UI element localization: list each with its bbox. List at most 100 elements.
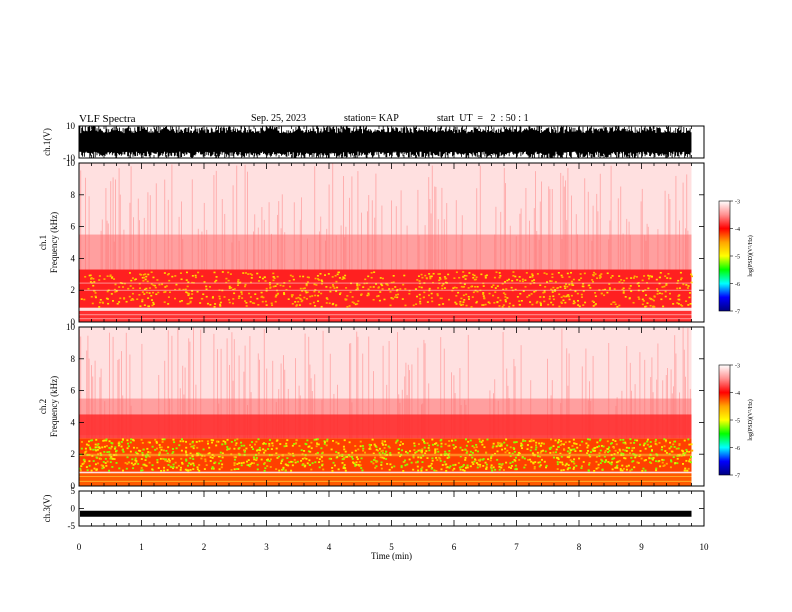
spectrogram-cell xyxy=(599,276,602,278)
spectrogram-streak xyxy=(86,350,88,439)
spectrogram-cell xyxy=(664,290,667,293)
spectrogram-cell xyxy=(296,460,299,463)
spectrogram-cell xyxy=(156,279,159,281)
spectrogram-cell xyxy=(438,273,441,275)
spectrogram-cell xyxy=(578,279,581,281)
spectrogram-cell xyxy=(339,292,342,294)
spectrogram-cell xyxy=(332,285,335,288)
spectrogram-cell xyxy=(665,462,668,465)
spectrogram-cell xyxy=(130,462,133,465)
spectrogram-cell xyxy=(220,466,223,469)
spectrogram-cell xyxy=(174,275,177,277)
spectrogram-cell xyxy=(597,445,600,448)
spectrogram-cell xyxy=(423,442,426,445)
spectrogram-cell xyxy=(529,276,532,278)
spectrogram-cell xyxy=(313,438,316,441)
spectrogram-cell xyxy=(463,285,466,288)
spectrogram-cell xyxy=(524,464,527,466)
spectrogram-cell xyxy=(113,288,116,291)
spectrogram-cell xyxy=(95,449,98,452)
spectrogram-cell xyxy=(341,458,344,461)
spectrogram-cell xyxy=(554,451,557,454)
spectrogram-cell xyxy=(482,304,485,306)
spectrogram-cell xyxy=(136,298,139,301)
spectrogram-cell xyxy=(621,288,624,291)
spectrogram-cell xyxy=(325,286,328,288)
spectrogram-cell xyxy=(186,285,189,288)
spectrogram-cell xyxy=(433,469,436,472)
spectrogram-cell xyxy=(670,445,673,448)
spectrogram-cell xyxy=(381,284,384,287)
colorbar-tick-label: -3 xyxy=(735,200,740,206)
spectrogram-streak xyxy=(112,336,114,439)
spectrogram-cell xyxy=(109,275,112,278)
spectrogram-cell xyxy=(285,445,288,447)
spectrogram-cell xyxy=(472,273,475,276)
y-tick-label: 0 xyxy=(71,504,76,514)
spectrogram-cell xyxy=(387,445,390,448)
spectrogram-cell xyxy=(400,453,403,456)
spectrogram-cell xyxy=(589,287,592,289)
colorbar-label: log(PSD)(V²/Hz) xyxy=(747,235,754,276)
spectrogram-cell xyxy=(347,453,350,456)
spectrogram-cell xyxy=(642,444,645,447)
spectrogram-cell xyxy=(304,290,307,293)
spectrogram-cell xyxy=(405,450,408,453)
spectrogram-cell xyxy=(103,278,106,280)
spectrogram-cell xyxy=(467,295,470,298)
spectrogram-streak xyxy=(423,339,425,439)
spectrogram-cell xyxy=(651,298,654,301)
spectrogram-cell xyxy=(610,276,613,279)
spectrogram-cell xyxy=(255,453,258,456)
spectrogram-cell xyxy=(159,457,162,460)
spectrogram-cell xyxy=(105,464,108,467)
spectrogram-cell xyxy=(420,469,423,472)
spectrogram-cell xyxy=(277,455,280,458)
spectrogram-cell xyxy=(113,454,116,456)
spectrogram-cell xyxy=(99,457,102,460)
spectrogram-cell xyxy=(185,459,188,462)
spectrogram-cell xyxy=(661,286,664,288)
spectrogram-cell xyxy=(149,441,152,444)
spectrogram-cell xyxy=(167,296,170,298)
spectrogram-streak xyxy=(130,166,132,275)
spectrogram-cell xyxy=(370,276,373,279)
spectrogram-cell xyxy=(557,457,560,460)
spectrogram-cell xyxy=(433,452,436,455)
spectrogram-cell xyxy=(306,291,309,294)
spectrogram-cell xyxy=(494,287,497,289)
spectrogram-cell xyxy=(634,439,637,442)
spectrogram-cell xyxy=(121,438,124,441)
spectrogram-cell xyxy=(155,293,158,296)
spectrogram-streak xyxy=(263,328,265,439)
spectrogram-cell xyxy=(521,444,524,447)
spectrogram-cell xyxy=(651,458,654,461)
spectrogram-cell xyxy=(374,460,377,462)
spectrogram-cell xyxy=(603,294,606,297)
spectrogram-cell xyxy=(560,440,563,443)
spectrogram-cell xyxy=(194,274,197,277)
spectrogram-cell xyxy=(217,440,220,443)
spectrogram-cell xyxy=(482,465,485,467)
spectrogram-streak xyxy=(362,353,364,439)
spectrogram-cell xyxy=(171,457,174,460)
spectrogram-streak xyxy=(639,352,641,439)
spectrogram-cell xyxy=(138,282,141,285)
spectrogram-cell xyxy=(291,275,294,278)
spectrogram-cell xyxy=(490,464,493,467)
spectrogram-cell xyxy=(582,461,585,463)
spectrogram-cell xyxy=(666,277,669,279)
spectrogram-cell xyxy=(292,278,295,281)
spectrogram-cell xyxy=(134,278,137,281)
spectrogram-cell xyxy=(471,461,474,464)
spectrogram-cell xyxy=(412,455,415,458)
spectrogram-cell xyxy=(380,283,383,286)
spectrogram-cell xyxy=(502,288,505,291)
spectrogram-cell xyxy=(356,458,359,461)
spectrogram-cell xyxy=(650,457,653,460)
spectrogram-cell xyxy=(205,285,208,288)
spectrogram-cell xyxy=(690,281,693,284)
spectrogram-cell xyxy=(468,298,471,300)
spectrogram-cell xyxy=(144,464,147,467)
spectrogram-cell xyxy=(438,303,441,306)
